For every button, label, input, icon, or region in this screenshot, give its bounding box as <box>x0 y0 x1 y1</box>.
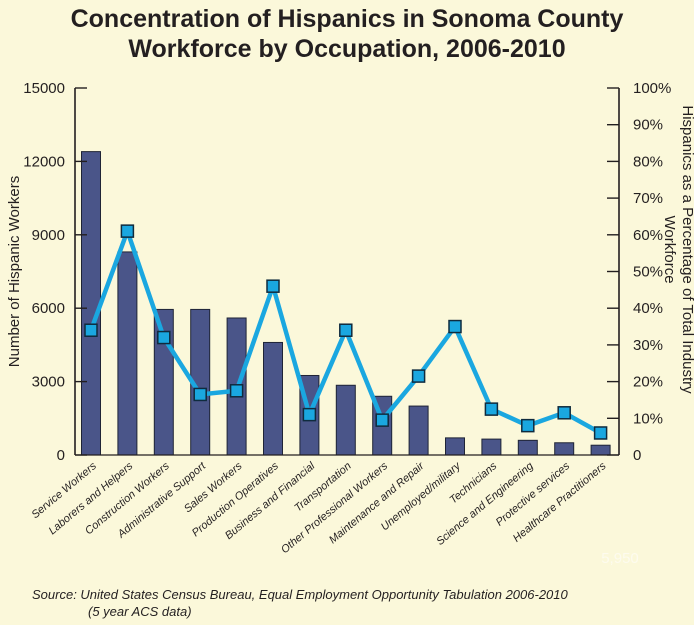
left-tick-label: 3000 <box>32 374 65 391</box>
line-marker <box>593 426 608 440</box>
source-note: Source: United States Census Bureau, Equ… <box>32 586 682 620</box>
chart-axes <box>74 87 620 456</box>
y-axis-label-right-line: Workforce <box>661 215 678 283</box>
bar-series <box>81 151 611 456</box>
line-series <box>84 224 608 440</box>
line-marker <box>157 330 171 345</box>
right-tick-label: 40% <box>633 300 663 317</box>
line-marker <box>229 384 244 398</box>
chart-title-line-2: Workforce by Occupation, 2006-2010 <box>128 35 566 63</box>
bar <box>554 442 575 456</box>
right-tick-label: 60% <box>633 227 663 244</box>
chart-title-line-1: Concentration of Hispanics in Sonoma Cou… <box>70 5 624 33</box>
line-marker <box>557 406 571 420</box>
source-line-2: (5 year ACS data) <box>88 604 192 619</box>
bar <box>335 384 356 456</box>
right-tick-label: 80% <box>633 153 663 170</box>
right-tick-label: 100% <box>633 80 671 97</box>
watermark-number: 5,950 <box>601 550 639 567</box>
line-marker <box>266 279 280 293</box>
right-tick-label: 70% <box>633 190 663 207</box>
bar <box>445 437 465 456</box>
line-marker <box>521 418 535 433</box>
right-tick-label: 90% <box>633 117 663 134</box>
bar <box>590 444 611 456</box>
bar <box>517 439 538 456</box>
bar <box>408 405 429 456</box>
bar <box>117 251 138 456</box>
line-marker <box>302 407 317 422</box>
right-tick-label: 20% <box>633 374 663 391</box>
line-marker <box>193 387 207 402</box>
y-axis-label-right-line: Hispanics as a Percentage of Total Indus… <box>679 105 694 394</box>
right-tick-label: 30% <box>633 337 663 354</box>
left-tick-label: 9000 <box>32 227 65 244</box>
left-tick-label: 12000 <box>23 153 65 170</box>
bar <box>263 341 283 456</box>
line-marker <box>84 323 98 337</box>
line-marker <box>484 402 499 416</box>
bar <box>481 438 502 456</box>
left-tick-label: 6000 <box>32 300 65 317</box>
line-marker <box>339 323 353 337</box>
line-marker <box>411 369 426 383</box>
y-axis-label-right: Hispanics as a Percentage of Total Indus… <box>661 105 694 394</box>
y-axis-label: Number of Hispanic Workers <box>6 176 23 367</box>
source-line-1: Source: United States Census Bureau, Equ… <box>32 587 568 602</box>
chart-title: Concentration of Hispanics in Sonoma Cou… <box>0 4 694 64</box>
bar <box>81 151 101 456</box>
line-marker <box>375 413 389 427</box>
line-marker <box>120 224 135 238</box>
right-tick-label: 10% <box>633 410 663 427</box>
left-tick-label: 0 <box>57 447 65 464</box>
line-marker <box>448 319 462 334</box>
left-tick-label: 15000 <box>23 80 65 97</box>
right-tick-label: 0 <box>633 447 641 464</box>
right-tick-label: 50% <box>633 264 663 281</box>
chart-svg: 0 3000 6000 9000 12000 15000 0 10% 20% 30% 40% 50% 6… <box>6 80 694 567</box>
